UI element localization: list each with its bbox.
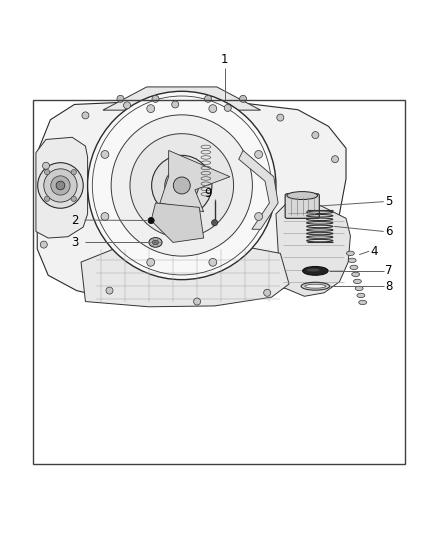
FancyBboxPatch shape (285, 194, 319, 219)
Polygon shape (160, 150, 230, 212)
Circle shape (82, 112, 89, 119)
Polygon shape (239, 150, 278, 229)
Circle shape (209, 104, 217, 112)
Polygon shape (103, 87, 261, 110)
Circle shape (152, 95, 159, 102)
Ellipse shape (359, 300, 367, 304)
Text: 5: 5 (385, 195, 393, 208)
Circle shape (224, 104, 231, 111)
Circle shape (147, 259, 155, 266)
Circle shape (194, 298, 201, 305)
Circle shape (165, 168, 199, 203)
Ellipse shape (307, 269, 320, 271)
Circle shape (40, 241, 47, 248)
Ellipse shape (303, 266, 328, 275)
Circle shape (277, 114, 284, 121)
Text: 7: 7 (385, 264, 393, 277)
Ellipse shape (352, 272, 360, 277)
Ellipse shape (152, 240, 159, 245)
Bar (33, 100, 405, 464)
Polygon shape (151, 203, 204, 243)
Circle shape (130, 134, 233, 237)
Circle shape (205, 95, 212, 102)
Circle shape (101, 213, 109, 221)
Text: 3: 3 (72, 236, 79, 249)
Circle shape (240, 95, 247, 102)
Circle shape (101, 150, 109, 158)
Circle shape (111, 115, 252, 256)
Circle shape (71, 169, 76, 175)
Circle shape (71, 196, 76, 201)
Circle shape (152, 155, 212, 216)
Circle shape (147, 104, 155, 112)
Ellipse shape (287, 191, 318, 199)
Circle shape (312, 132, 319, 139)
Text: 1: 1 (221, 53, 229, 66)
Polygon shape (276, 201, 350, 296)
Circle shape (38, 163, 83, 208)
Circle shape (45, 196, 50, 201)
Circle shape (45, 169, 50, 175)
Circle shape (51, 176, 70, 195)
Circle shape (44, 169, 77, 202)
Polygon shape (37, 101, 346, 304)
Text: 6: 6 (385, 225, 393, 238)
Circle shape (56, 181, 65, 190)
Ellipse shape (355, 286, 363, 290)
Circle shape (124, 102, 131, 109)
Ellipse shape (149, 238, 162, 247)
Polygon shape (36, 138, 88, 238)
Circle shape (173, 177, 190, 194)
Circle shape (254, 150, 262, 158)
Circle shape (212, 220, 218, 226)
Ellipse shape (301, 282, 330, 290)
Polygon shape (81, 245, 289, 307)
Circle shape (42, 162, 49, 169)
Ellipse shape (353, 279, 361, 284)
Circle shape (148, 217, 154, 223)
Circle shape (117, 95, 124, 102)
Circle shape (106, 287, 113, 294)
Circle shape (88, 91, 276, 280)
Ellipse shape (305, 284, 326, 288)
Text: 9: 9 (204, 187, 212, 200)
Circle shape (172, 101, 179, 108)
Circle shape (254, 213, 262, 221)
Text: 2: 2 (71, 214, 79, 227)
Circle shape (209, 259, 217, 266)
Ellipse shape (346, 251, 354, 255)
Text: 8: 8 (385, 280, 393, 293)
Ellipse shape (348, 258, 356, 263)
Ellipse shape (357, 293, 365, 297)
Circle shape (332, 156, 339, 163)
Text: 4: 4 (370, 245, 378, 257)
Ellipse shape (350, 265, 358, 270)
Circle shape (264, 289, 271, 296)
